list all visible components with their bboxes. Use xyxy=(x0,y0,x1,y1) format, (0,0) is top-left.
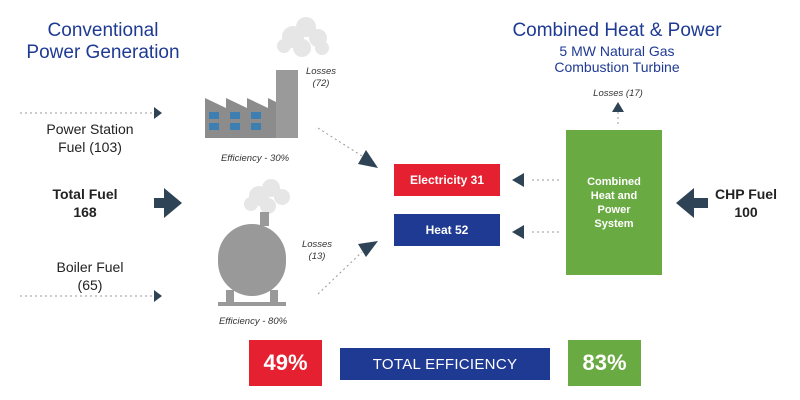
conventional-efficiency-badge: 49% xyxy=(249,340,322,386)
conventional-title: Conventional Power Generation xyxy=(26,20,180,63)
chp-fuel-label: CHP Fuel 100 xyxy=(715,186,777,220)
power-losses-label: Losses (72) xyxy=(305,66,337,89)
to-electricity-arrow-icon xyxy=(358,150,378,168)
power-efficiency-label: Efficiency - 30% xyxy=(220,153,290,164)
boiler-tank-icon xyxy=(218,212,286,306)
chp-to-electricity-arrow-icon xyxy=(512,173,524,187)
chp-losses-arrow-icon xyxy=(612,102,624,112)
dotted-connectors xyxy=(20,112,619,297)
chp-system-box: Combined Heat and Power System xyxy=(566,130,662,275)
boiler-losses-label: Losses (13) xyxy=(301,239,333,262)
total-fuel-label: Total Fuel 168 xyxy=(52,186,118,220)
arrows xyxy=(154,102,708,302)
to-heat-arrow-icon xyxy=(358,241,378,257)
factory-icon xyxy=(205,70,298,138)
boiler-fuel-arrow-icon xyxy=(154,290,162,302)
cloud-icon xyxy=(277,17,329,57)
chp-losses-label: Losses (17) xyxy=(593,88,643,99)
cloud-icon xyxy=(244,179,290,214)
total-fuel-arrow-icon xyxy=(154,188,182,218)
power-station-fuel-label: Power Station Fuel (103) xyxy=(46,121,134,155)
chp-title: Combined Heat & Power xyxy=(512,20,722,41)
chp-to-heat-arrow-icon xyxy=(512,225,524,239)
power-fuel-arrow-icon xyxy=(154,107,162,119)
total-efficiency-label: TOTAL EFFICIENCY xyxy=(340,348,550,380)
chp-subtitle: 5 MW Natural Gas Combustion Turbine xyxy=(554,43,680,75)
chp-efficiency-badge: 83% xyxy=(568,340,641,386)
boiler-efficiency-label: Efficiency - 80% xyxy=(218,316,288,327)
boiler-fuel-label: Boiler Fuel (65) xyxy=(56,259,124,293)
heat-box: Heat 52 xyxy=(394,214,500,246)
chp-fuel-arrow-icon xyxy=(676,188,708,218)
electricity-box: Electricity 31 xyxy=(394,164,500,196)
